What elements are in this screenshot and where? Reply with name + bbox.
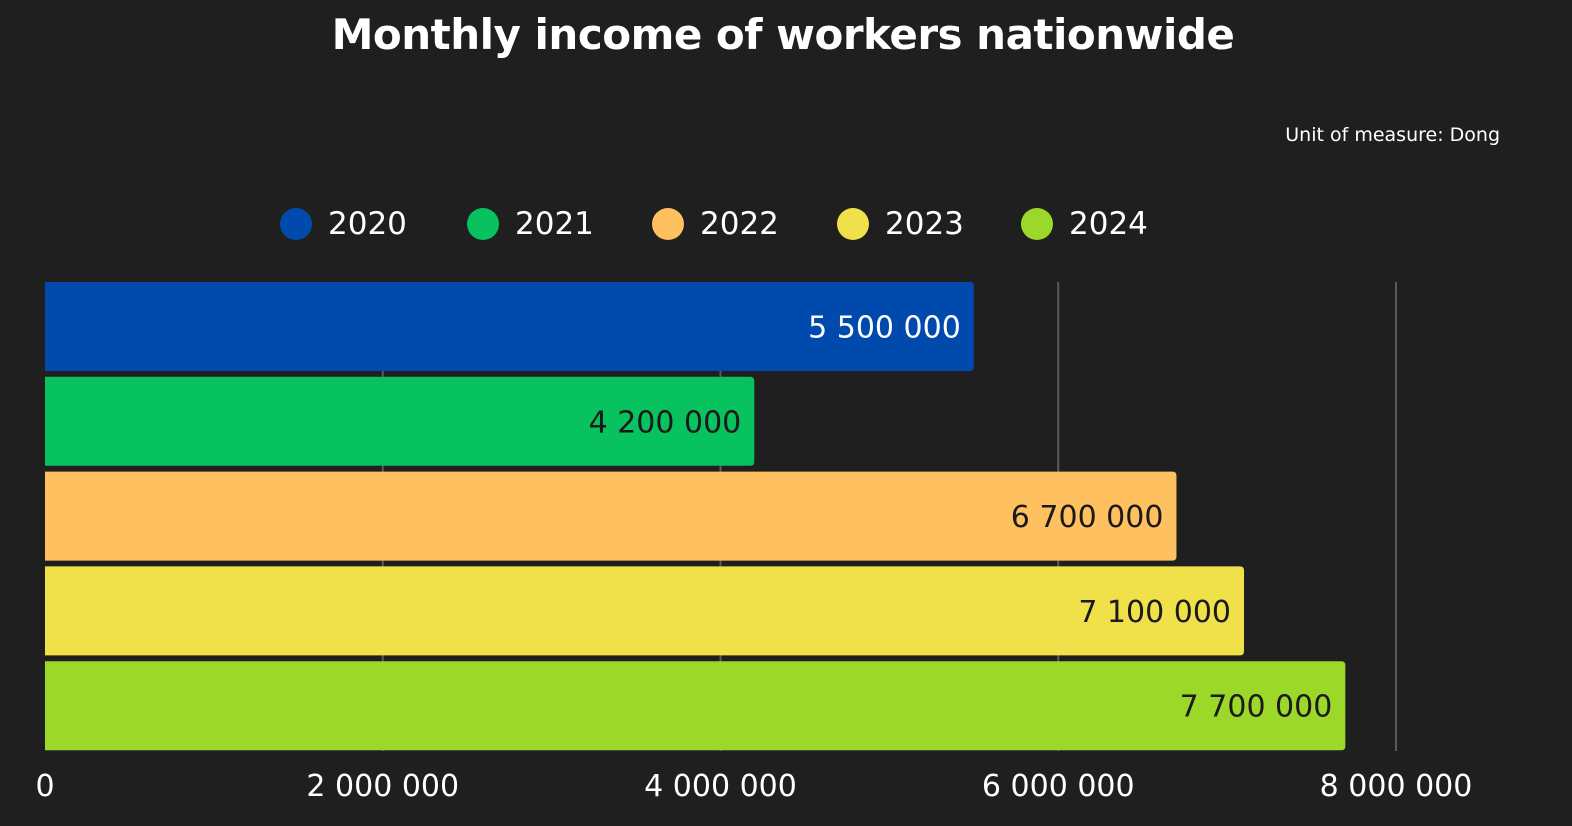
legend-swatch-2023: [837, 208, 869, 240]
x-tick-label-0: 0: [35, 769, 54, 804]
legend-item-2023: 2023: [837, 202, 964, 246]
bar-2024: [45, 661, 1346, 751]
bar-value-label-2023: 7 100 000: [1078, 595, 1231, 630]
x-tick-label-4: 8 000 000: [1320, 769, 1473, 804]
bar-2020: [45, 282, 974, 371]
chart-title: Monthly income of workers nationwide: [331, 10, 1235, 59]
bar-value-label-2022: 6 700 000: [1011, 500, 1164, 535]
legend-swatch-2021: [467, 208, 499, 240]
legend-swatch-2024: [1021, 208, 1053, 240]
x-tick-label-3: 6 000 000: [982, 769, 1135, 804]
legend-label-2022: 2022: [700, 206, 779, 242]
unit-note: Unit of measure: Dong: [1285, 124, 1500, 146]
legend-label-2023: 2023: [885, 206, 964, 242]
legend-label-2020: 2020: [328, 206, 407, 242]
legend-item-2024: 2024: [1021, 202, 1148, 246]
bar-value-label-2024: 7 700 000: [1180, 690, 1333, 725]
x-tick-label-1: 2 000 000: [306, 769, 459, 804]
bar-value-label-2020: 5 500 000: [808, 311, 961, 346]
legend-swatch-2020: [280, 208, 312, 240]
bar-2021: [45, 376, 755, 466]
bar-2023: [45, 566, 1245, 656]
legend-label-2024: 2024: [1069, 206, 1148, 242]
bar-2022: [45, 471, 1177, 561]
x-tick-label-2: 4 000 000: [644, 769, 797, 804]
legend-item-2022: 2022: [652, 202, 779, 246]
legend-item-2020: 2020: [280, 202, 407, 246]
bar-value-label-2021: 4 200 000: [589, 405, 742, 440]
legend-item-2021: 2021: [467, 202, 594, 246]
legend-swatch-2022: [652, 208, 684, 240]
legend-label-2021: 2021: [515, 206, 594, 242]
